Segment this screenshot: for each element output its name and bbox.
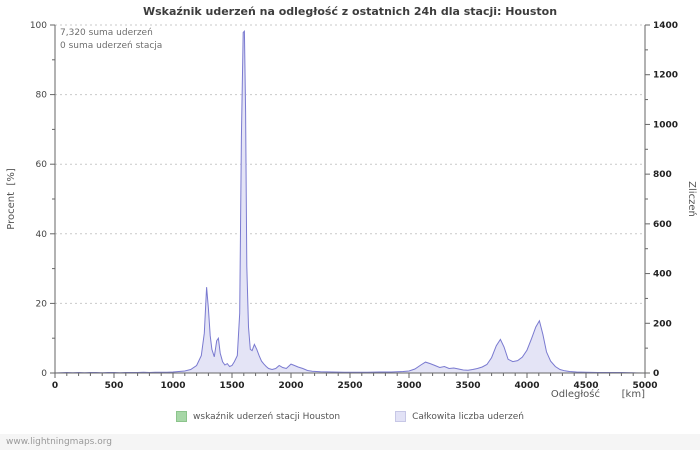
y-right-tick-label: 400 <box>653 270 672 280</box>
x-tick-label: 4000 <box>514 381 539 391</box>
y-right-tick-label: 800 <box>653 170 672 180</box>
x-tick-label: 2000 <box>278 381 303 391</box>
x-tick-label: 5000 <box>632 381 657 391</box>
station-strikes-sum: 0 suma uderzeń stacja <box>60 41 163 51</box>
x-tick-label: 1500 <box>219 381 244 391</box>
gridlines <box>55 24 645 304</box>
legend-label-total: Całkowita liczba uderzeń <box>412 411 524 422</box>
y-axis-left-title: Procent [%] <box>6 168 17 230</box>
y-right-tick-label: 1200 <box>653 71 678 81</box>
x-tick-label: 2500 <box>337 381 362 391</box>
watermark-bar: www.lightningmaps.org <box>0 434 700 450</box>
axes: 0 500 1000 1500 2000 2500 3000 3500 4000 4500 5000… <box>30 21 678 391</box>
y-left-tick-label: 20 <box>36 299 48 309</box>
legend-label-station: wskaźnik uderzeń stacji Houston <box>193 411 341 422</box>
x-axis-unit: [km] <box>622 389 645 400</box>
x-tick-label: 500 <box>105 381 124 391</box>
y-left-tick-label: 60 <box>36 160 48 170</box>
y-right-tick-label: 1400 <box>653 21 678 31</box>
x-tick-label: 4500 <box>573 381 598 391</box>
summary-annotation: 7,320 suma uderzeń 0 suma uderzeń stacja <box>60 27 162 53</box>
y-left-tick-label: 100 <box>30 21 47 31</box>
y-right-tick-label: 600 <box>653 220 672 230</box>
total-strikes-sum: 7,320 suma uderzeń <box>60 28 153 38</box>
legend-swatch-total <box>395 411 407 422</box>
x-tick-label: 3500 <box>455 381 480 391</box>
legend: wskaźnik uderzeń stacji Houston Całkowit… <box>0 411 700 422</box>
legend-item-station: wskaźnik uderzeń stacji Houston <box>176 411 340 422</box>
y-left-tick-label: 0 <box>41 369 47 379</box>
legend-swatch-station <box>176 411 188 422</box>
x-tick-label: 0 <box>52 381 58 391</box>
y-right-tick-label: 0 <box>653 369 659 379</box>
y-left-tick-label: 80 <box>36 91 48 101</box>
chart-title: Wskaźnik uderzeń na odległość z ostatnic… <box>142 5 558 18</box>
x-tick-label: 1000 <box>160 381 185 391</box>
x-tick-label: 3000 <box>396 381 421 391</box>
y-right-tick-label: 200 <box>653 319 672 329</box>
legend-item-total: Całkowita liczba uderzeń <box>395 411 524 422</box>
y-right-tick-label: 1000 <box>653 120 678 130</box>
x-axis-title: Odległość <box>551 388 600 400</box>
y-left-tick-label: 40 <box>36 230 48 240</box>
watermark-text: www.lightningmaps.org <box>6 437 112 447</box>
series-total <box>54 29 646 374</box>
y-axis-right-title: Zliczeń <box>686 181 698 217</box>
